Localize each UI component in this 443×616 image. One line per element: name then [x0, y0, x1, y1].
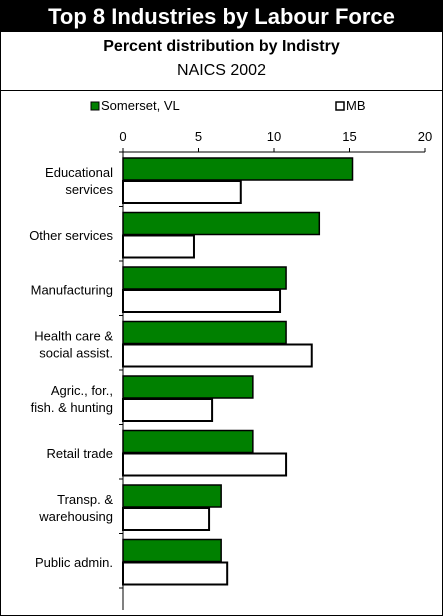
bar-mb — [122, 561, 229, 586]
header-divider — [1, 90, 442, 91]
x-tick-label: 5 — [195, 129, 202, 144]
bar-mb — [122, 452, 288, 477]
bar-somerset — [122, 157, 354, 181]
bar-somerset — [122, 538, 222, 563]
legend-label: Somerset, VL — [101, 98, 180, 113]
x-tick-label: 10 — [267, 129, 281, 144]
chart-title: Top 8 Industries by Labour Force — [1, 1, 442, 32]
category-label: Retail trade — [47, 446, 113, 461]
bar-somerset — [122, 266, 287, 290]
category-label: Transp. & — [57, 492, 113, 507]
category-label: Other services — [29, 228, 113, 243]
category-label: services — [65, 182, 113, 197]
bar-mb — [122, 180, 242, 204]
x-tick-label: 15 — [342, 129, 356, 144]
category-label: fish. & hunting — [31, 400, 113, 415]
chart-subtitle-naics: NAICS 2002 — [177, 62, 266, 79]
bar-mb — [122, 289, 282, 313]
category-label: Agric., for., — [51, 383, 113, 398]
category-label: Public admin. — [35, 555, 113, 570]
legend-swatch-somerset-vl — [90, 101, 100, 111]
category-label: Health care & — [34, 329, 113, 344]
bar-mb — [122, 507, 211, 531]
chart-subtitle: Percent distribution by Indistry — [103, 38, 340, 55]
category-label: Manufacturing — [31, 283, 113, 298]
legend-label: MB — [346, 98, 366, 113]
category-label: Educational — [45, 165, 113, 180]
bar-mb — [122, 398, 214, 422]
bar-somerset — [122, 429, 254, 454]
category-label: social assist. — [39, 346, 113, 361]
bar-somerset — [122, 211, 321, 236]
category-label: warehousing — [38, 509, 113, 524]
x-tick-label: 0 — [119, 129, 126, 144]
bar-somerset — [122, 320, 287, 345]
bar-somerset — [122, 375, 254, 399]
bar-mb — [122, 343, 313, 368]
legend-swatch-mb — [335, 101, 345, 111]
bar-mb — [122, 234, 195, 259]
x-tick-label: 20 — [418, 129, 432, 144]
bar-somerset — [122, 484, 222, 508]
